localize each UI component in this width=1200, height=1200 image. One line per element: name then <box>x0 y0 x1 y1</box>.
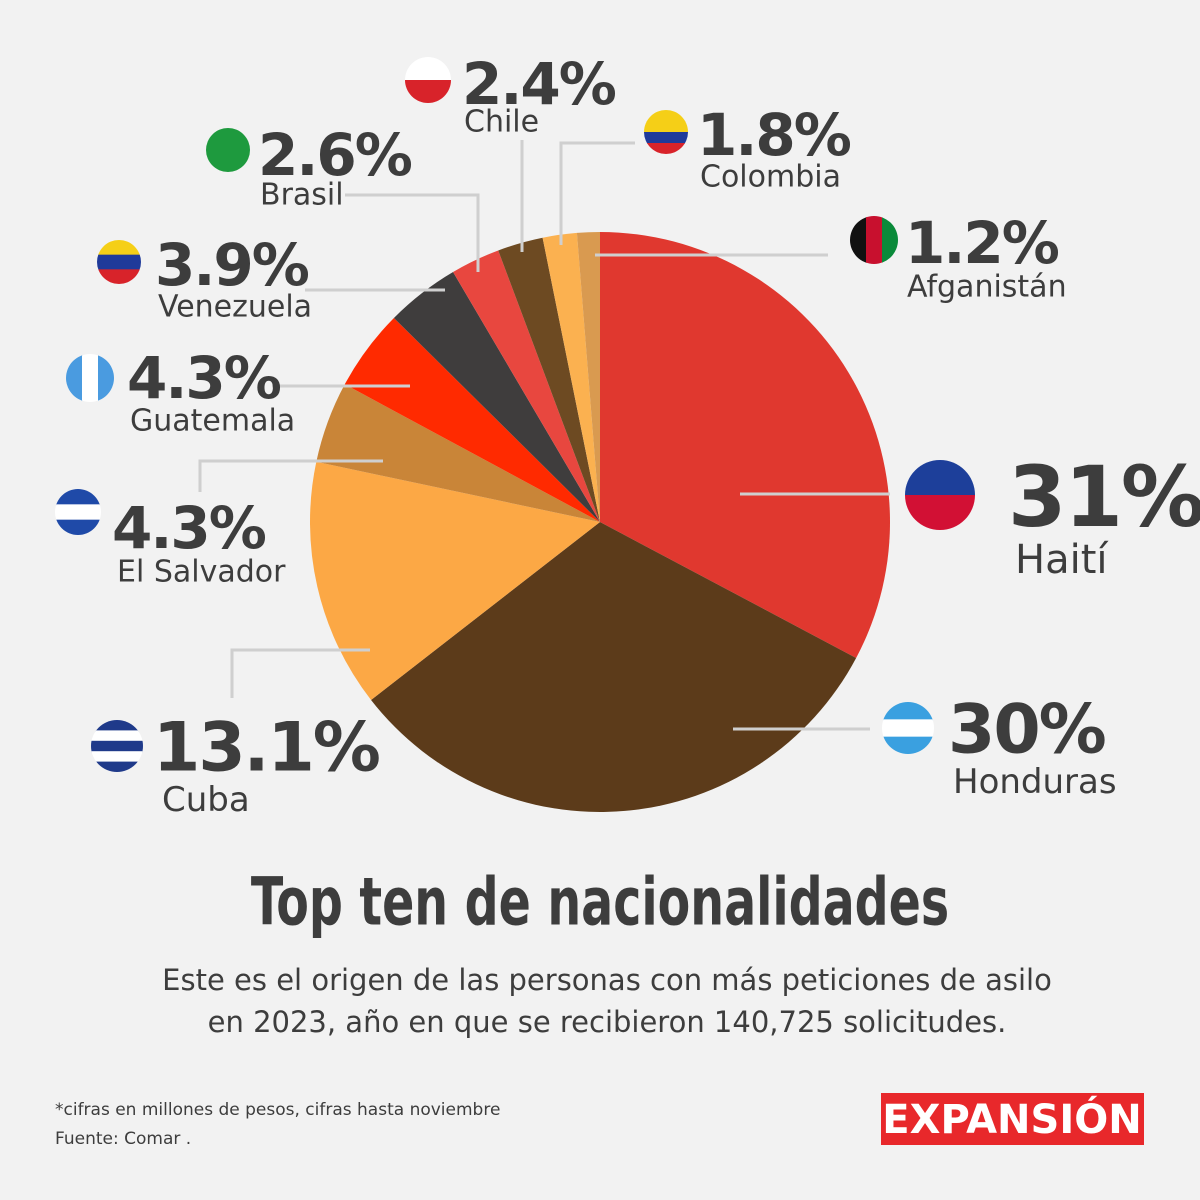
note: Fuente: Comar . <box>55 1129 191 1149</box>
leader-line <box>559 141 635 245</box>
flag-stripe <box>644 110 688 122</box>
logo-box <box>881 1093 1144 1145</box>
note: *cifras en millones de pesos, cifras has… <box>55 1100 500 1120</box>
category-label: Chile <box>464 105 539 140</box>
flag-stripe <box>82 354 99 402</box>
category-label: Afganistán <box>907 270 1067 305</box>
flag <box>91 720 143 772</box>
flag <box>644 110 688 154</box>
flag-stripe <box>644 121 688 133</box>
category-label: Honduras <box>953 762 1117 802</box>
subtitle-line: en 2023, año en que se recibieron 140,72… <box>208 1005 1007 1039</box>
flag-stripe <box>405 80 451 103</box>
pie <box>310 232 891 812</box>
flag-stripe <box>91 720 143 732</box>
subtitle-line: Este es el origen de las personas con má… <box>162 963 1052 997</box>
chart-title: Top ten de nacionalidades <box>251 865 949 941</box>
value-label: 1.8% <box>697 101 851 169</box>
flag <box>97 240 141 284</box>
pie-slice <box>344 317 600 522</box>
value-label: 3.9% <box>155 231 309 299</box>
pie-slice <box>576 232 600 522</box>
flag-stripe <box>55 519 101 535</box>
value-label: 13.1% <box>153 709 379 788</box>
value-label: 31% <box>1008 448 1200 546</box>
logo: EXPANSIÓN <box>882 1095 1141 1143</box>
flag-stripe <box>644 132 688 144</box>
flag-stripe <box>644 143 688 154</box>
pie-slice <box>316 384 600 522</box>
flag-stripe <box>91 751 143 763</box>
leader-line <box>345 193 480 272</box>
value-label: 30% <box>948 691 1105 770</box>
flag-stripe <box>91 761 143 772</box>
flag-stripe <box>206 128 250 172</box>
flag-stripe <box>97 269 141 284</box>
value-label: 2.4% <box>462 50 616 118</box>
value-label: 4.3% <box>127 344 281 412</box>
flag-stripe <box>97 240 141 256</box>
category-label: Cuba <box>162 780 250 820</box>
flag-stripe <box>882 216 898 264</box>
flag-stripe <box>66 354 83 402</box>
flag <box>206 128 250 172</box>
flag-stripe <box>97 254 141 271</box>
flag-stripe <box>882 719 934 738</box>
pie-slice <box>453 250 600 522</box>
flag <box>55 489 101 535</box>
value-label: 2.6% <box>258 121 412 189</box>
leader-line <box>198 459 383 492</box>
category-label: Venezuela <box>158 290 312 325</box>
flag-stripe <box>882 736 934 754</box>
category-label: Guatemala <box>130 404 295 439</box>
flag <box>850 216 898 264</box>
flag-stripe <box>866 216 883 264</box>
category-label: El Salvador <box>117 555 286 590</box>
flag <box>66 354 114 402</box>
flag-stripe <box>91 740 143 753</box>
flag-stripe <box>98 354 114 402</box>
category-label: Colombia <box>700 160 841 195</box>
flag-stripe <box>850 216 867 264</box>
pie-slice <box>498 237 600 523</box>
flag-stripe <box>91 730 143 742</box>
flag-stripe <box>882 702 934 721</box>
value-label: 4.3% <box>112 494 266 562</box>
flag-stripe <box>55 489 101 506</box>
category-label: Brasil <box>260 178 344 213</box>
pie-slice <box>310 461 600 701</box>
value-label: 1.2% <box>905 209 1059 277</box>
pie-slice <box>371 522 857 812</box>
leader-line <box>230 648 370 698</box>
category-label: Haití <box>1015 537 1109 583</box>
pie-slice <box>600 232 891 659</box>
flag-stripe <box>55 504 101 521</box>
pie-slice <box>393 271 600 522</box>
flag <box>882 702 934 754</box>
pie-slice <box>542 232 600 523</box>
